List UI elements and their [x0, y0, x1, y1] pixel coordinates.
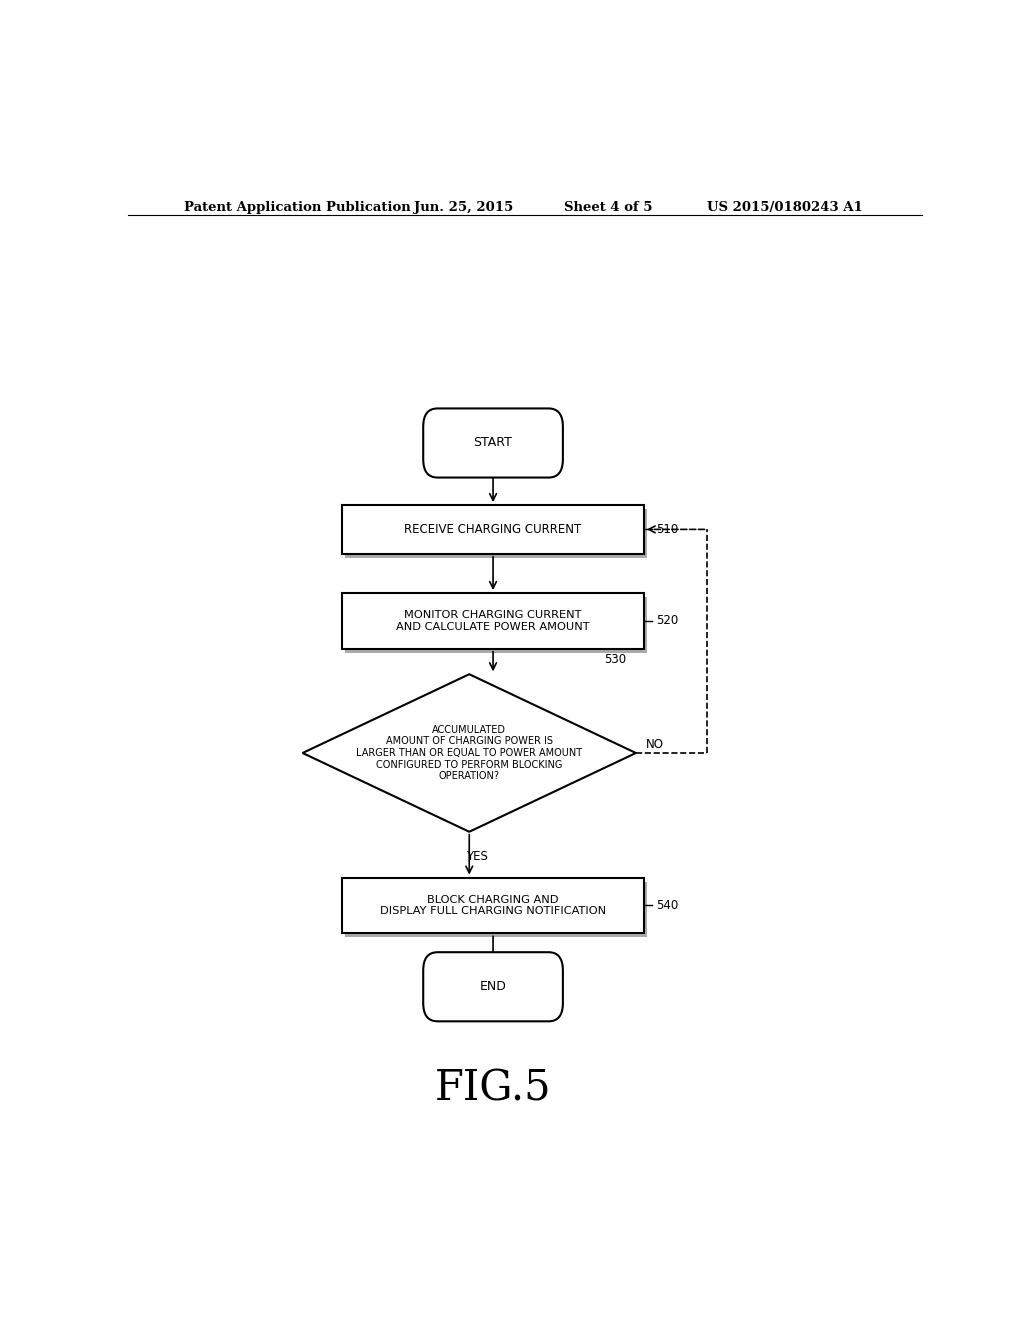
FancyBboxPatch shape [423, 408, 563, 478]
Text: Jun. 25, 2015: Jun. 25, 2015 [414, 201, 513, 214]
Bar [342, 878, 644, 933]
Text: 540: 540 [655, 899, 678, 912]
Text: 520: 520 [655, 614, 678, 627]
Bar [345, 882, 647, 937]
Text: ACCUMULATED
AMOUNT OF CHARGING POWER IS
LARGER THAN OR EQUAL TO POWER AMOUNT
CON: ACCUMULATED AMOUNT OF CHARGING POWER IS … [356, 725, 583, 781]
Text: RECEIVE CHARGING CURRENT: RECEIVE CHARGING CURRENT [404, 523, 582, 536]
Text: Patent Application Publication: Patent Application Publication [183, 201, 411, 214]
Text: START: START [474, 437, 512, 450]
Text: BLOCK CHARGING AND
DISPLAY FULL CHARGING NOTIFICATION: BLOCK CHARGING AND DISPLAY FULL CHARGING… [380, 895, 606, 916]
Text: FIG.5: FIG.5 [435, 1068, 551, 1109]
Bar [345, 597, 647, 653]
Bar [345, 510, 647, 558]
Bar [342, 593, 644, 649]
Polygon shape [303, 675, 636, 832]
Text: 530: 530 [604, 653, 627, 667]
Text: NO: NO [645, 738, 664, 751]
Text: YES: YES [466, 850, 488, 863]
Text: END: END [479, 981, 507, 993]
Text: US 2015/0180243 A1: US 2015/0180243 A1 [708, 201, 863, 214]
Bar [342, 506, 644, 554]
Text: MONITOR CHARGING CURRENT
AND CALCULATE POWER AMOUNT: MONITOR CHARGING CURRENT AND CALCULATE P… [396, 610, 590, 632]
FancyBboxPatch shape [423, 952, 563, 1022]
Text: 510: 510 [655, 523, 678, 536]
Text: Sheet 4 of 5: Sheet 4 of 5 [564, 201, 653, 214]
